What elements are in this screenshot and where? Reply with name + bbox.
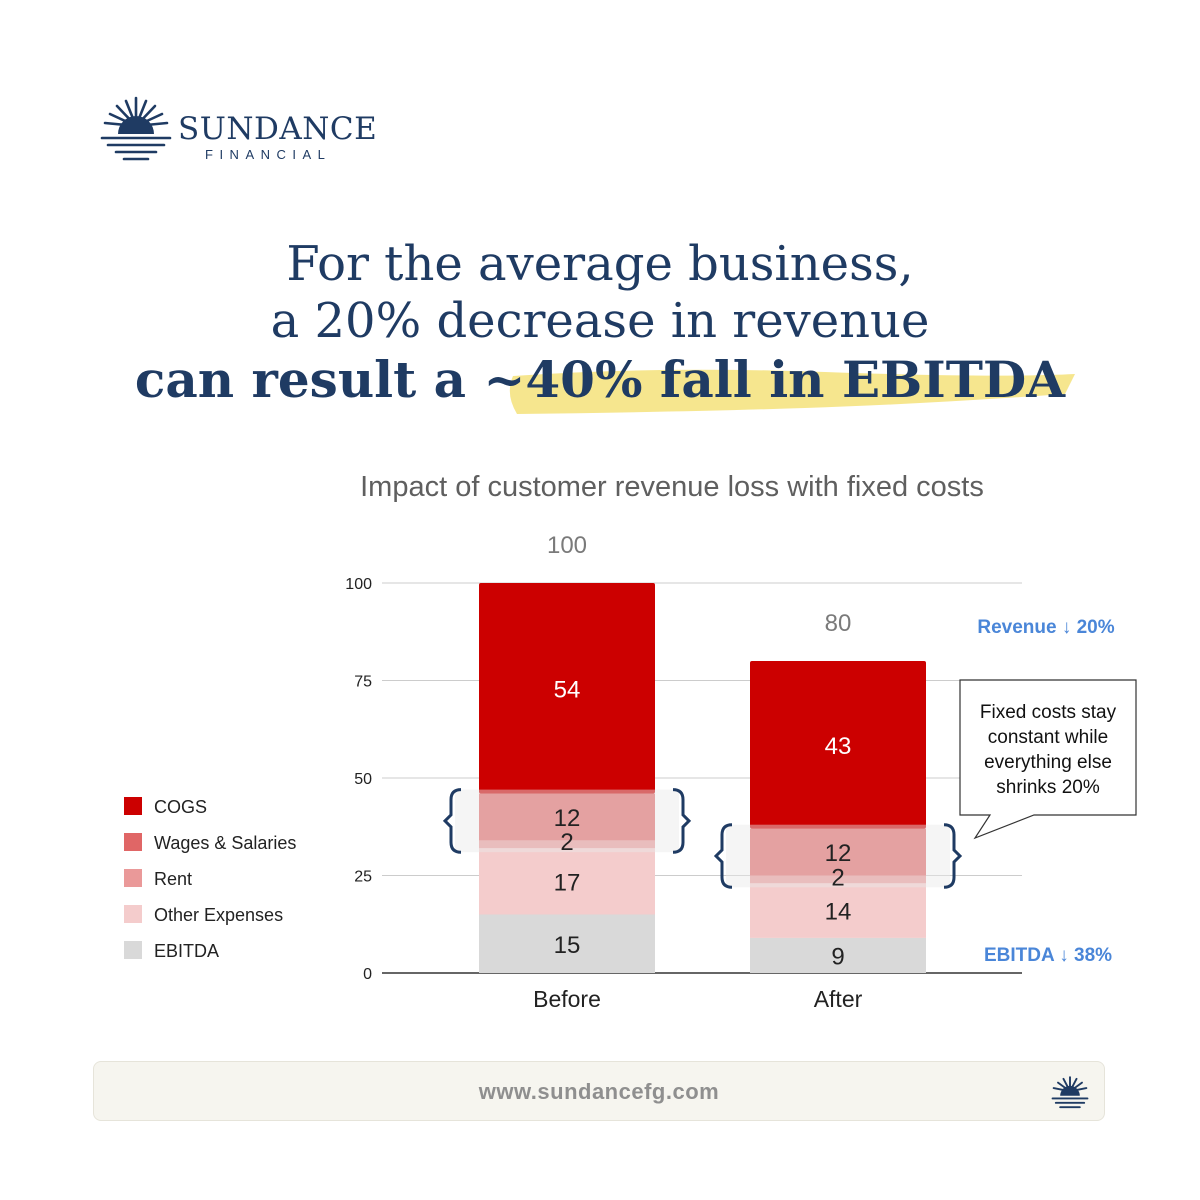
revenue-change-note: Revenue ↓ 20% [977,617,1114,638]
left-brace [713,823,733,889]
fixed-cost-band [726,824,950,888]
bar-segment [479,793,655,841]
total-label: 80 [825,610,852,637]
data-label: 15 [554,932,581,959]
bar-segment [750,661,926,829]
right-brace [943,823,963,889]
data-label: 17 [554,869,581,896]
y-tick-label: 0 [363,966,372,983]
data-label: 14 [825,899,852,926]
footer-bar [93,1061,1105,1121]
legend-item: EBITDA [154,941,219,961]
headline-line-3-highlight: 40% fall in EBITDA [525,350,1066,409]
x-tick-label: Before [533,986,601,1012]
legend-swatch [124,797,142,815]
right-brace [672,788,692,854]
bar-segment [479,583,655,794]
chart-title: Impact of customer revenue loss with fix… [360,471,984,503]
callout-box [959,679,1137,840]
left-brace [442,788,462,854]
legend-item: Rent [154,869,192,889]
data-label: 54 [554,676,581,703]
headline-line-2: a 20% decrease in revenue [270,293,930,349]
y-tick-label: 75 [354,674,372,691]
legend-swatch [124,905,142,923]
total-label: 100 [547,532,587,559]
data-label: 9 [831,943,844,970]
fixed-cost-band [455,789,679,853]
bar-segment [479,914,655,973]
data-label: 12 [554,805,581,832]
bar-segment [479,848,655,915]
sunrise-icon [1051,1076,1089,1109]
footer-url[interactable]: www.sundancefg.com [478,1079,720,1104]
data-label: 2 [560,829,573,856]
data-label: 2 [831,864,844,891]
legend-item: Wages & Salaries [154,833,296,853]
legend-swatch [124,833,142,851]
y-tick-label: 25 [354,869,372,886]
legend-item: COGS [154,797,207,817]
bar-segment [750,875,926,884]
data-label: 12 [825,840,852,867]
highlight-brush-stroke [509,369,1075,414]
legend-swatch [124,869,142,887]
y-tick-label: 100 [345,576,372,593]
legend-item: Other Expenses [154,905,283,925]
callout-line-1: Fixed costs stay [980,702,1117,723]
ebitda-change-note: EBITDA ↓ 38% [984,945,1112,966]
data-label: 43 [825,733,852,760]
bar-segment [750,883,926,938]
brand-subname: FINANCIAL [205,147,332,162]
callout-line-3: everything else [984,752,1112,773]
bar-segment [750,937,926,973]
headline-line-1: For the average business, [286,236,914,292]
headline-line-3: can result a ~40% fall in EBITDA [0,355,1200,405]
y-tick-label: 50 [354,771,372,788]
callout-line-2: constant while [988,727,1108,748]
legend-swatch [124,941,142,959]
sunrise-icon [100,96,172,161]
bar-segment [479,840,655,849]
callout-line-4: shrinks 20% [996,777,1100,798]
brand-name: SUNDANCE [178,111,378,147]
headline-line-3-prefix: can result a ~ [134,350,526,409]
x-tick-label: After [814,986,863,1012]
bar-segment [750,828,926,876]
